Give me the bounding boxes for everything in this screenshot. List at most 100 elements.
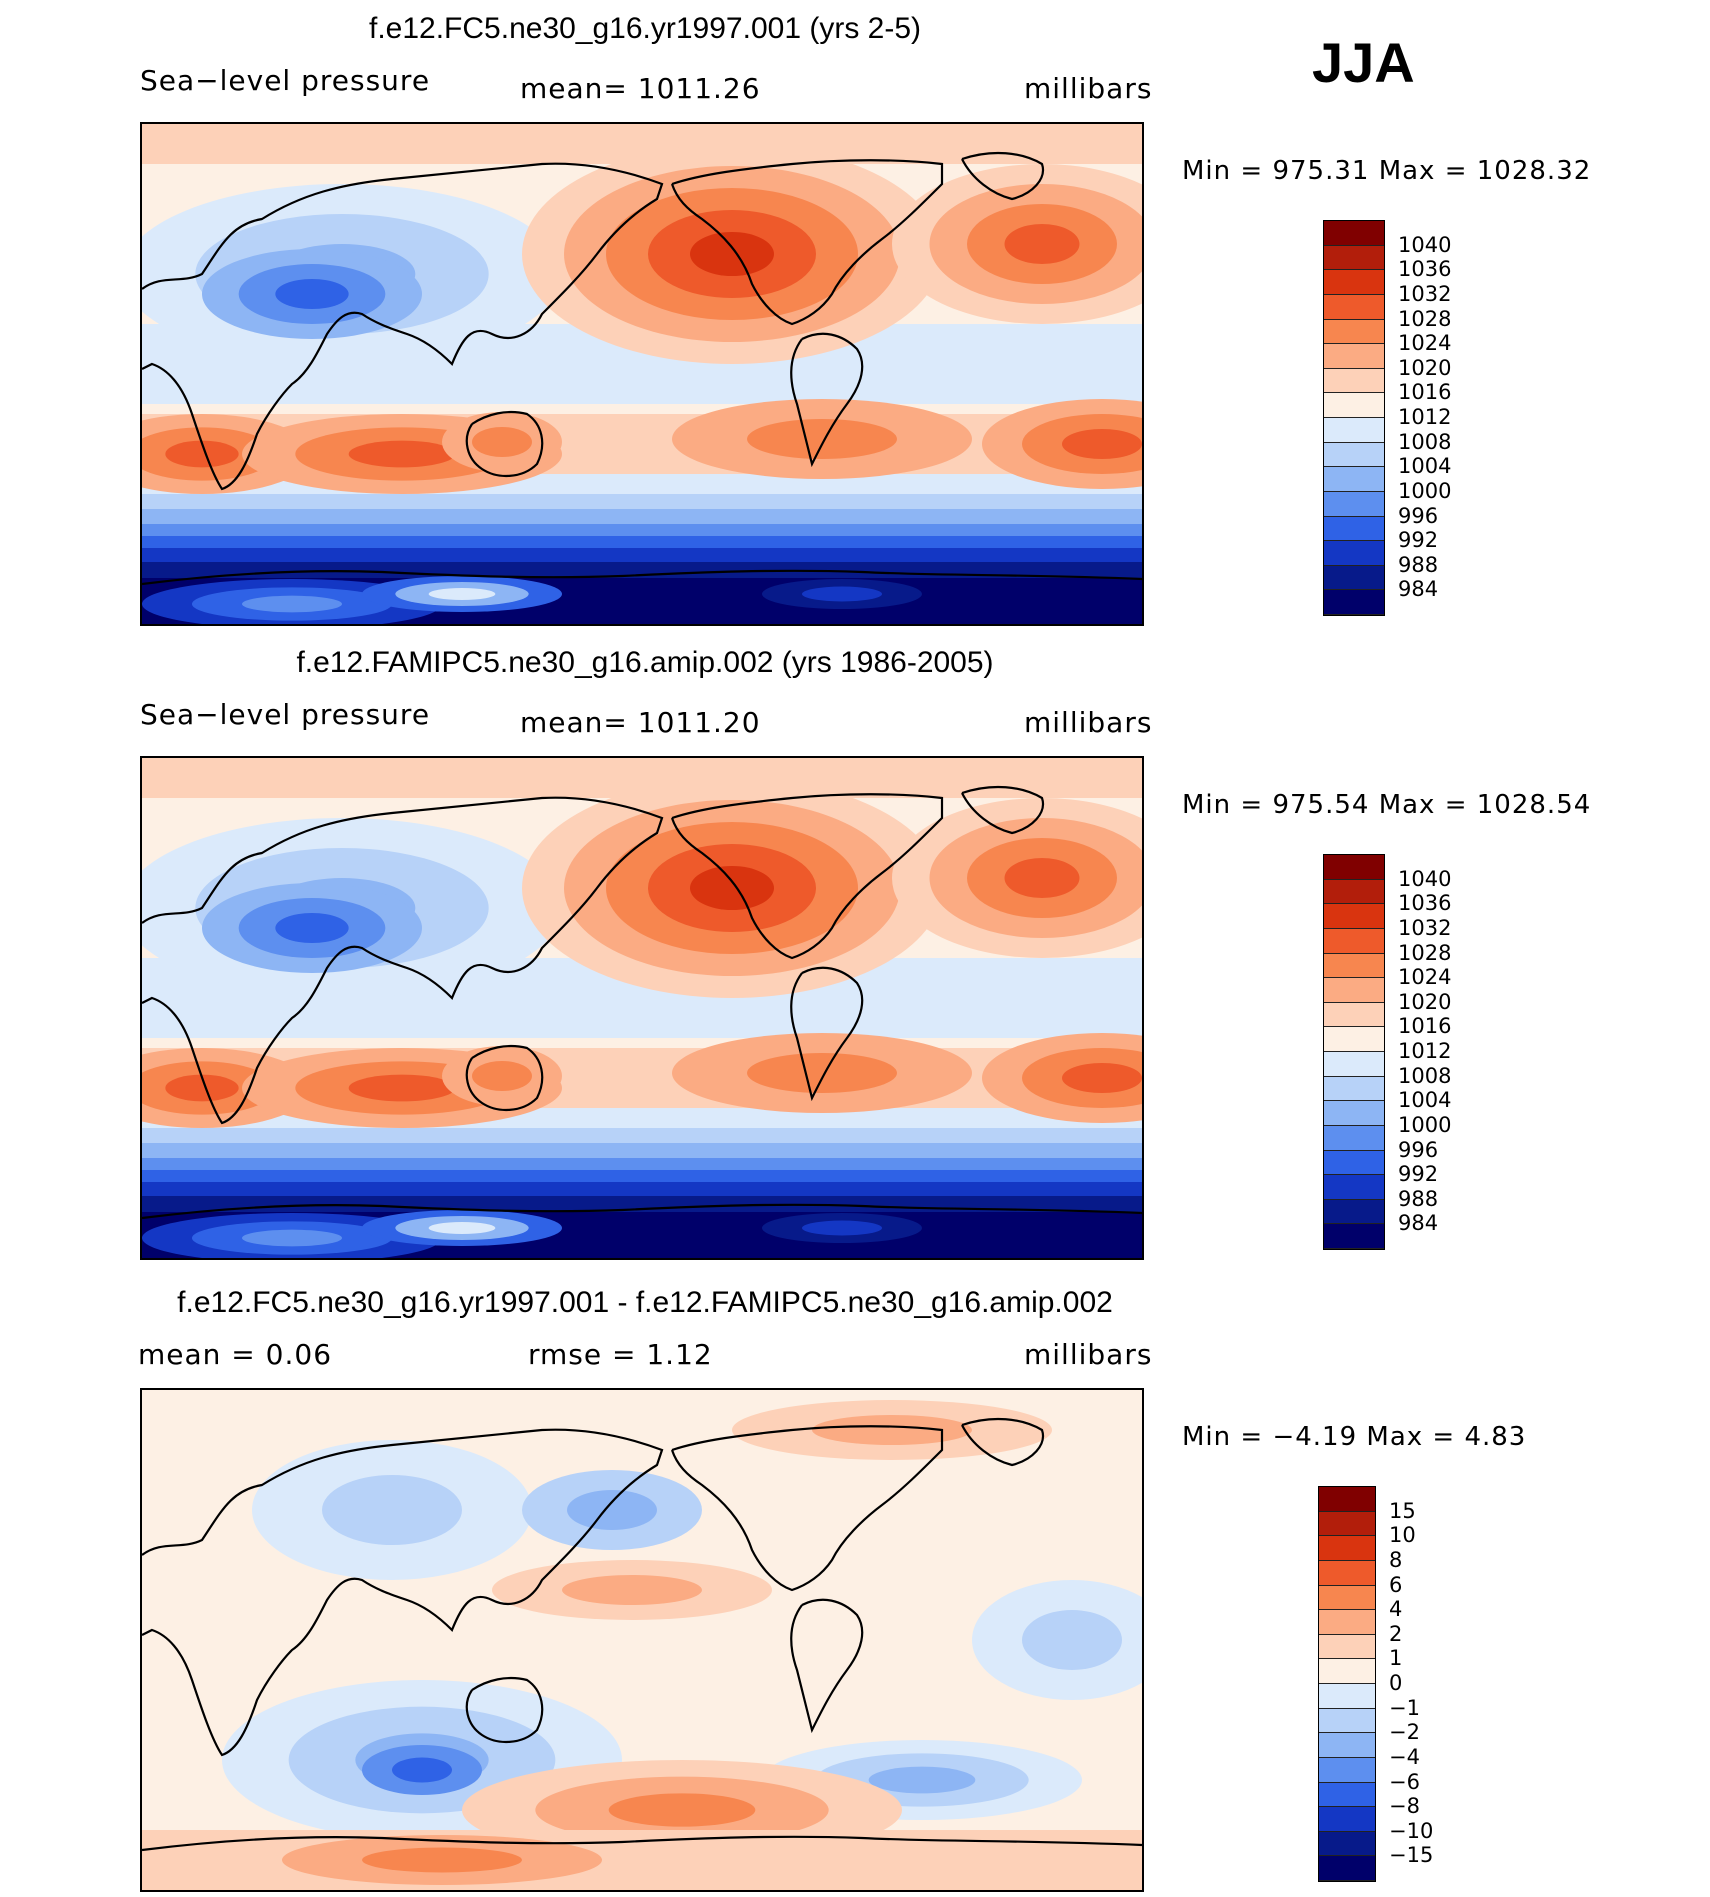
- colorbar-swatch: [1324, 928, 1384, 954]
- colorbar-swatch: [1324, 393, 1384, 418]
- pressure-contour: [802, 1220, 882, 1236]
- colorbar-swatch: [1324, 1175, 1384, 1200]
- pressure-contour: [747, 1053, 897, 1093]
- colorbar-swatch: [1319, 1659, 1375, 1684]
- coastline: [961, 1417, 1045, 1467]
- colorbar-swatch: [1324, 1027, 1384, 1052]
- pressure-contour: [567, 1490, 657, 1530]
- panel2-map: [140, 756, 1144, 1260]
- coastline: [142, 1835, 1142, 1852]
- pressure-band: [142, 1182, 1142, 1196]
- colorbar-tick-label: −1: [1389, 1695, 1420, 1720]
- colorbar-swatch: [1324, 1002, 1384, 1028]
- pressure-contour: [1022, 1610, 1122, 1670]
- colorbar-tick-label: 6: [1389, 1572, 1403, 1597]
- colorbar-swatch: [1324, 491, 1384, 517]
- coastline: [142, 1428, 664, 1757]
- panel1-title: f.e12.FC5.ne30_g16.yr1997.001 (yrs 2-5): [369, 12, 921, 45]
- colorbar-swatch: [1324, 978, 1384, 1003]
- panel3-units-label: millibars: [1024, 1338, 1153, 1371]
- panel3-mean-label: mean = 0.06: [138, 1338, 333, 1371]
- colorbar-tick-label: 1028: [1398, 306, 1452, 331]
- colorbar-tick-label: 8: [1389, 1547, 1403, 1572]
- season-label: JJA: [1312, 31, 1415, 94]
- pressure-contour: [472, 427, 532, 457]
- panel2-variable-label: Sea−level pressure: [140, 698, 431, 731]
- colorbar-swatch: [1324, 319, 1384, 345]
- pressure-band: [142, 548, 1142, 562]
- colorbar-swatch: [1324, 1125, 1384, 1151]
- colorbar-tick-label: 988: [1398, 552, 1439, 577]
- panel2-colorbar: 1040 1036 1032 1028 1024 1020 1016 1012 1008 1004…: [1323, 854, 1451, 1250]
- colorbar-tick-label: 2: [1389, 1621, 1403, 1646]
- colorbar-swatch: [1324, 368, 1384, 394]
- coastline: [670, 1425, 944, 1592]
- colorbar-swatch: [1319, 1585, 1375, 1611]
- colorbar-swatch: [1319, 1831, 1375, 1857]
- pressure-contour: [242, 1229, 342, 1247]
- colorbar-tick-label: 988: [1398, 1186, 1439, 1211]
- pressure-contour: [165, 440, 239, 468]
- colorbar-swatch: [1324, 1150, 1384, 1176]
- pressure-contour: [322, 1475, 462, 1545]
- colorbar-tick-label: 1000: [1398, 478, 1452, 503]
- colorbar-tick-label: 1016: [1398, 1014, 1452, 1039]
- pressure-contour: [747, 419, 897, 459]
- colorbar-swatch: [1324, 245, 1384, 271]
- colorbar-swatch: [1319, 1560, 1375, 1586]
- coastline: [790, 332, 864, 468]
- pressure-contour: [275, 279, 349, 309]
- pressure-contour: [690, 866, 774, 910]
- coastline: [142, 796, 664, 1125]
- pressure-band: [142, 494, 1142, 509]
- colorbar-tick-label: 1036: [1398, 257, 1452, 282]
- colorbar-tick-label: 1036: [1398, 891, 1452, 916]
- pressure-contour: [472, 1061, 532, 1091]
- colorbar-swatch: [1319, 1782, 1375, 1808]
- colorbar-swatch: [1324, 467, 1384, 492]
- colorbar-tick-label: 1016: [1398, 380, 1452, 405]
- colorbar-tick-label: 10: [1389, 1523, 1416, 1548]
- coastline: [465, 1676, 544, 1744]
- map-field: [142, 124, 1142, 624]
- colorbar-tick-label: 1020: [1398, 355, 1452, 380]
- colorbar-tick-label: 1028: [1398, 940, 1452, 965]
- colorbar-swatch: [1324, 294, 1384, 320]
- pressure-contour: [275, 913, 349, 943]
- colorbar-swatch: [1324, 516, 1384, 542]
- panel1-mean-label: mean= 1011.26: [520, 72, 761, 105]
- colorbar-swatch: [1319, 1733, 1375, 1758]
- colorbar-tick-label: −15: [1389, 1843, 1434, 1868]
- pressure-contour: [562, 1575, 702, 1605]
- colorbar-tick-label: 1032: [1398, 281, 1452, 306]
- colorbar-swatch: [1319, 1536, 1375, 1561]
- pressure-contour: [1004, 858, 1080, 898]
- panel2-title: f.e12.FAMIPC5.ne30_g16.amip.002 (yrs 198…: [296, 646, 994, 679]
- pressure-contour: [868, 1766, 976, 1794]
- colorbar-tick-label: 996: [1398, 1137, 1439, 1162]
- colorbar-tick-label: −10: [1389, 1818, 1434, 1843]
- colorbar-tick-label: 1008: [1398, 1063, 1452, 1088]
- colorbar-tick-label: 4: [1389, 1597, 1403, 1622]
- panel1-colorbar: 1040 1036 1032 1028 1024 1020 1016 1012 1008 1004…: [1323, 220, 1451, 616]
- pressure-contour: [348, 1074, 456, 1102]
- pressure-contour: [362, 1847, 522, 1873]
- colorbar-tick-label: −6: [1389, 1769, 1420, 1794]
- coastline: [465, 410, 544, 478]
- colorbar-tick-label: 1024: [1398, 331, 1452, 356]
- colorbar-tick-label: −4: [1389, 1744, 1420, 1769]
- colorbar-swatch: [1319, 1708, 1375, 1734]
- pressure-contour: [428, 1222, 496, 1234]
- map-field: [142, 1390, 1142, 1890]
- colorbar-swatch: [1324, 1199, 1384, 1225]
- panel3-rmse-label: rmse = 1.12: [528, 1338, 713, 1371]
- coastline: [790, 966, 864, 1102]
- colorbar-swatch: [1319, 1757, 1375, 1783]
- pressure-band: [142, 1170, 1142, 1182]
- panel3-map: [140, 1388, 1144, 1892]
- colorbar-swatch: [1324, 344, 1384, 369]
- colorbar-tick-label: 1: [1389, 1646, 1403, 1671]
- colorbar-tick-label: 1004: [1398, 454, 1452, 479]
- coastline: [670, 159, 944, 326]
- colorbar-tick-label: 1040: [1398, 866, 1452, 891]
